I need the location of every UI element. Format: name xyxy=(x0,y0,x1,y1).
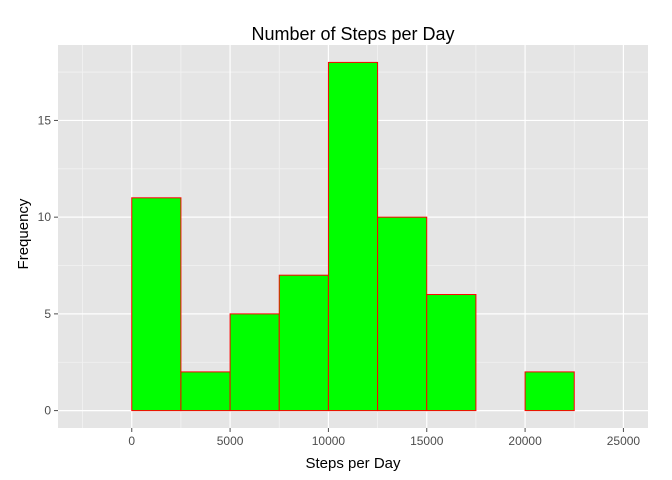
histogram-bar xyxy=(229,313,280,412)
histogram-bar xyxy=(278,274,329,412)
histogram-bar xyxy=(131,197,182,412)
x-axis-title: Steps per Day xyxy=(305,455,401,472)
histogram-bars xyxy=(131,61,575,412)
histogram-bar xyxy=(327,61,379,412)
histogram-bar xyxy=(426,294,477,412)
x-tick-label: 20000 xyxy=(508,434,542,448)
y-tick-label: 10 xyxy=(38,210,52,224)
x-tick-label: 15000 xyxy=(410,434,444,448)
y-tick-label: 0 xyxy=(44,404,51,418)
chart-title: Number of Steps per Day xyxy=(251,24,454,44)
histogram-bar xyxy=(180,371,231,412)
x-tick-label: 0 xyxy=(128,434,135,448)
x-tick-label: 5000 xyxy=(217,434,244,448)
y-tick-label: 5 xyxy=(44,307,51,321)
histogram-bar xyxy=(524,371,575,412)
y-axis-title: Frequency xyxy=(15,198,32,269)
y-tick-label: 15 xyxy=(38,113,52,127)
x-axis: 0 5000 10000 15000 20000 25000 xyxy=(128,428,640,448)
x-tick-label: 25000 xyxy=(607,434,641,448)
histogram-bar xyxy=(377,216,428,412)
x-tick-label: 10000 xyxy=(312,434,346,448)
y-axis: 0 5 10 15 xyxy=(38,113,58,418)
